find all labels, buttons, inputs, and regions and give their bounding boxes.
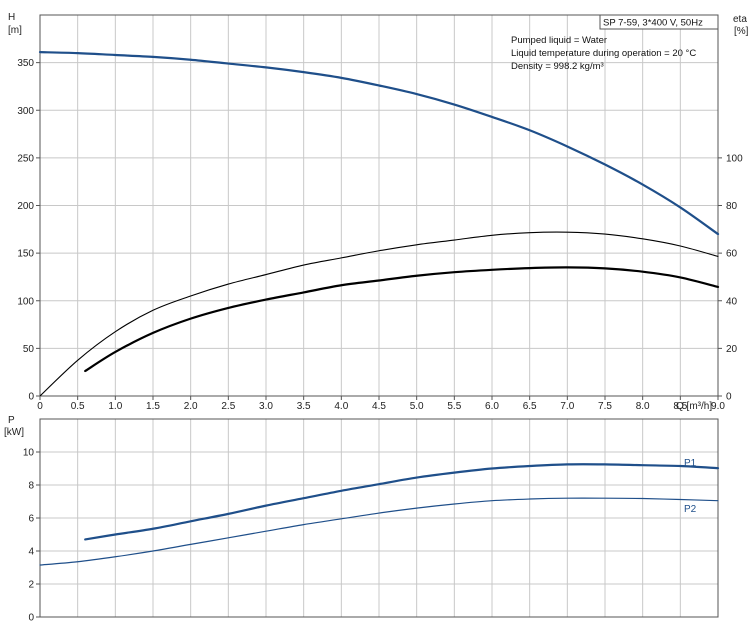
eta-tick-label: 100 — [726, 153, 743, 164]
bottom-chart-grid — [39, 418, 719, 617]
eta-tick-label: 80 — [726, 201, 738, 212]
x-tick-label: 3.0 — [259, 401, 273, 412]
top-chart-grid — [39, 14, 719, 396]
x-tick-label: 2.5 — [221, 401, 235, 412]
info-pumped-liquid: Pumped liquid = Water — [511, 35, 607, 46]
p1-curve — [84, 463, 720, 541]
x-tick-label: 1.0 — [108, 401, 122, 412]
head-tick-label: 350 — [17, 58, 34, 69]
info-density: Density = 998.2 kg/m³ — [511, 61, 604, 72]
bottom-axis-ticks: 0 2 4 6 8 10 — [23, 448, 40, 624]
x-tick-label: 2.0 — [184, 401, 198, 412]
power-axis-unit: [kW] — [4, 427, 24, 438]
head-tick-label: 300 — [17, 106, 34, 117]
head-curve — [38, 51, 720, 236]
head-tick-label: 0 — [28, 392, 34, 403]
head-axis-label: H — [8, 12, 15, 23]
efficiency-curve — [39, 231, 719, 397]
bottom-chart-curves — [39, 463, 720, 566]
x-tick-label: 1.5 — [146, 401, 160, 412]
eta-axis-unit: [%] — [734, 26, 749, 37]
x-tick-label: 7.0 — [560, 401, 574, 412]
x-tick-label: 6.5 — [523, 401, 537, 412]
x-tick-label: 5.5 — [447, 401, 461, 412]
head-tick-label: 100 — [17, 296, 34, 307]
total-efficiency-curve — [84, 266, 720, 373]
power-tick-label: 8 — [28, 481, 34, 492]
x-tick-label: 8.5 — [673, 401, 687, 412]
x-tick-label: 5.0 — [410, 401, 424, 412]
x-tick-label: 0 — [37, 401, 43, 412]
x-axis-ticks: 0 0.5 1.0 1.5 2.0 2.5 3.0 3.5 4.0 4.5 5.0 5.5 6.0 6.5… — [37, 396, 725, 412]
pump-label: SP 7-59, 3*400 V, 50Hz — [603, 18, 703, 29]
power-tick-label: 4 — [28, 547, 34, 558]
x-axis-label: Q [m³/h] — [676, 401, 712, 412]
x-tick-label: 0.5 — [71, 401, 85, 412]
x-tick-label: 4.5 — [372, 401, 386, 412]
power-tick-label: 0 — [28, 613, 34, 624]
eta-tick-label: 20 — [726, 344, 738, 355]
power-tick-label: 2 — [28, 580, 34, 591]
eta-axis-label: eta — [733, 14, 747, 25]
head-axis-unit: [m] — [8, 25, 22, 36]
eta-tick-label: 0 — [726, 392, 732, 403]
top-chart-curves — [38, 51, 720, 397]
pump-label-box — [599, 14, 719, 30]
top-left-axis-ticks: 0 50 100 150 200 250 300 350 — [17, 58, 40, 403]
head-tick-label: 50 — [23, 344, 35, 355]
power-tick-label: 10 — [23, 448, 35, 459]
x-tick-label: 3.5 — [297, 401, 311, 412]
head-tick-label: 250 — [17, 153, 34, 164]
x-tick-label: 7.5 — [598, 401, 612, 412]
x-tick-label: 9.0 — [711, 401, 725, 412]
p2-curve — [39, 497, 719, 566]
head-tick-label: 200 — [17, 201, 34, 212]
power-tick-label: 6 — [28, 514, 34, 525]
info-liquid-temperature: Liquid temperature during operation = 20… — [511, 48, 696, 59]
head-tick-label: 150 — [17, 249, 34, 260]
top-right-axis-ticks: 0 20 40 60 80 100 — [718, 153, 743, 403]
x-tick-label: 6.0 — [485, 401, 499, 412]
series-label-p1: P1 — [684, 458, 697, 469]
eta-tick-label: 60 — [726, 249, 738, 260]
series-label-p2: P2 — [684, 504, 697, 515]
power-axis-label: P — [8, 415, 15, 426]
eta-tick-label: 40 — [726, 296, 738, 307]
x-tick-label: 4.0 — [334, 401, 348, 412]
x-tick-label: 8.0 — [636, 401, 650, 412]
